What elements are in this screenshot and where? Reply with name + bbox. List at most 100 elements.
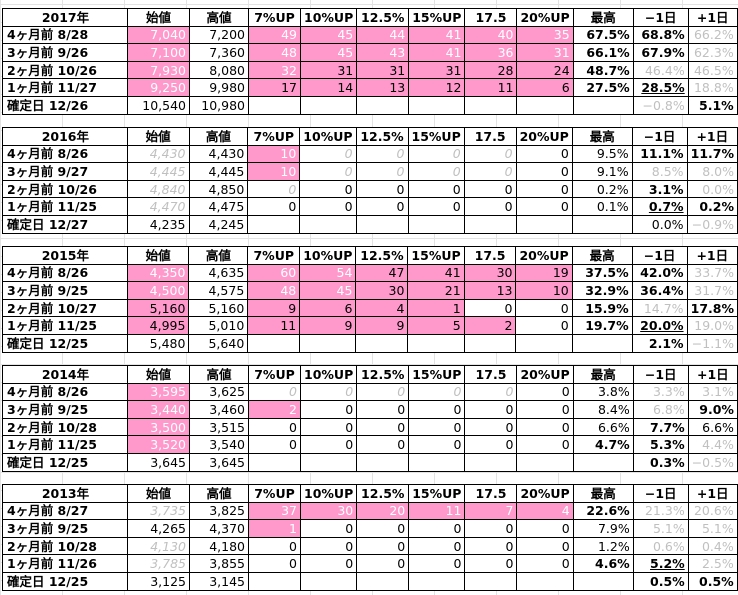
empty-cell [572,571,634,591]
plus-1day-cell: −0.5% [687,452,738,472]
confirm-date-label: 確定日 12/25 [2,452,128,472]
up-count-cell: 41 [407,263,465,283]
up-count-cell: 41 [408,25,466,45]
column-header: 12.5% [356,8,410,27]
column-header: 10%UP [299,8,358,27]
up-count-cell: 0 [299,417,358,437]
header-row: 2014年 始値 高値 7%UP 10%UP 12.5% 15%UP 17.5 20%UP 最高 −… [2,365,738,384]
high-price-cell: 3,145 [189,571,249,591]
up-count-cell: 0 [463,144,517,164]
high-price-cell: 5,640 [188,333,249,353]
max-rate-cell: 22.6% [572,501,634,521]
up-count-cell: 0 [408,400,466,419]
up-count-cell: 1 [248,519,301,538]
row-label: 4ヶ月前 8/26 [2,382,128,402]
high-price-cell: 4,245 [188,214,249,234]
column-header: 最高 [571,127,633,146]
column-header: 12.5% [356,484,410,503]
max-rate-cell: 67.5% [572,25,634,45]
up-count-cell: 0 [408,536,466,556]
column-header: −1日 [632,484,689,503]
year-table: 2015年 始値 高値 7%UP 10%UP 12.5% 15%UP 17.5 20%UP 最高 −… [2,246,738,353]
table-row: 1ヶ月前 11/26 3,785 3,855 0 0 0 0 0 0 4.6% 5.2% 2.5% [2,554,738,573]
high-price-cell: 5,010 [188,316,249,335]
max-rate-cell: 32.9% [571,281,633,300]
table-row: 2ヶ月前 10/28 4,130 4,180 0 0 0 0 0 0 1.2% 0.6% 0.4% [2,536,738,556]
up-count-cell: 0 [407,197,465,216]
empty-cell [571,333,633,353]
year-table: 2016年 始値 高値 7%UP 10%UP 12.5% 15%UP 17.5 20%UP 最高 −… [2,127,738,234]
table-row: 3ヶ月前 9/27 4,445 4,445 10 0 0 0 0 0 9.1% 8.5% 8.0% [2,162,738,181]
high-price-cell: 4,850 [188,179,249,199]
minus-1day-cell: 8.5% [631,162,688,181]
column-header: 最高 [572,8,634,27]
high-price-cell: 4,635 [188,263,249,283]
max-rate-cell: 15.9% [571,298,633,318]
up-count-cell: 2 [463,316,517,335]
high-price-cell: 4,475 [188,197,249,216]
up-count-cell: 0 [248,554,301,573]
up-count-cell: 7 [464,501,518,521]
open-price-cell: 3,520 [127,435,190,454]
confirm-row: 確定日 12/25 5,480 5,640 2.1% −1.1% [2,333,738,353]
up-count-cell: 0 [356,435,410,454]
plus-1day-cell: 18.8% [687,78,738,97]
column-header: 15%UP [407,246,465,265]
open-price-cell: 4,470 [126,197,190,216]
plus-1day-cell: 0.2% [686,197,738,216]
column-header: 始値 [127,8,190,27]
row-label: 3ヶ月前 9/27 [2,162,128,181]
plus-1day-cell: 3.1% [687,382,738,402]
plus-1day-cell: 33.7% [686,263,738,283]
up-count-cell: 0 [356,417,410,437]
empty-cell [299,333,357,353]
plus-1day-cell: 0.5% [687,571,738,591]
up-count-cell: 0 [515,316,573,335]
column-header: 7%UP [247,127,301,146]
confirm-row: 確定日 12/27 4,235 4,245 0.0% −0.9% [2,214,738,234]
up-count-cell: 54 [299,263,357,283]
table-row: 2ヶ月前 10/26 4,840 4,850 0 0 0 0 0 0 0.2% 3.1% 0.0% [2,179,738,199]
column-header: −1日 [631,127,688,146]
up-count-cell: 0 [299,197,357,216]
up-count-cell: 37 [248,501,301,521]
up-count-cell: 0 [355,144,409,164]
up-count-cell: 45 [299,25,358,45]
row-label: 4ヶ月前 8/26 [2,144,128,164]
up-count-cell: 0 [464,519,518,538]
table-row: 3ヶ月前 9/25 4,265 4,370 1 0 0 0 0 0 7.9% 5.1% 5.1% [2,519,738,538]
up-count-cell: 14 [299,78,358,97]
up-count-cell: 0 [248,417,301,437]
column-header: −1日 [631,246,688,265]
plus-1day-cell: −0.9% [686,214,738,234]
up-count-cell: 31 [299,60,358,80]
column-header: +1日 [686,127,738,146]
up-count-cell: 0 [299,400,358,419]
open-price-cell: 4,840 [126,179,190,199]
table-row: 4ヶ月前 8/27 3,735 3,825 37 30 20 11 7 4 22.6% 21.3% 2… [2,501,738,521]
up-count-cell: 10 [247,144,301,164]
row-label: 2ヶ月前 10/26 [2,60,128,80]
up-count-cell: 0 [516,536,574,556]
year-label: 2015年 [2,246,128,265]
up-count-cell: 43 [356,43,410,62]
minus-1day-cell: 11.1% [631,144,688,164]
minus-1day-cell: 0.7% [631,197,688,216]
plus-1day-cell: 66.2% [687,25,738,45]
column-header: +1日 [687,484,738,503]
minus-1day-cell: 46.4% [632,60,689,80]
empty-cell [356,452,410,472]
up-count-cell: 0 [299,519,358,538]
up-count-cell: 0 [463,197,517,216]
up-count-cell: 13 [356,78,410,97]
minus-1day-cell: 42.0% [631,263,688,283]
minus-1day-cell: 0.3% [632,452,689,472]
plus-1day-cell: 11.7% [686,144,738,164]
open-price-cell: 4,130 [127,536,190,556]
high-price-cell: 3,855 [189,554,249,573]
max-rate-cell: 4.7% [572,435,634,454]
table-row: 3ヶ月前 9/25 4,500 4,575 48 45 30 21 13 10 32.9% 36.4… [2,281,738,300]
table-row: 4ヶ月前 8/28 7,040 7,200 49 45 44 41 40 35 67.5% 68.8… [2,25,738,45]
column-header: 17.5 [464,365,518,384]
up-count-cell: 45 [299,43,358,62]
